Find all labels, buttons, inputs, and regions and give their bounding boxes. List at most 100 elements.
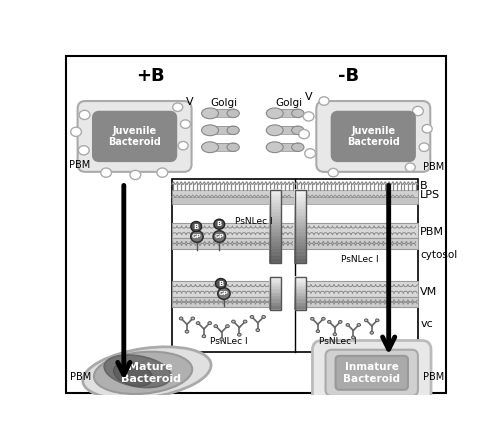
Text: PBM: PBM — [422, 162, 444, 172]
Ellipse shape — [292, 143, 304, 151]
Text: Golgi: Golgi — [275, 98, 302, 108]
Ellipse shape — [214, 219, 224, 229]
Ellipse shape — [316, 330, 320, 333]
Ellipse shape — [202, 108, 218, 119]
FancyBboxPatch shape — [295, 238, 418, 249]
Text: Mature
Bacteroid: Mature Bacteroid — [121, 362, 181, 384]
FancyBboxPatch shape — [306, 297, 418, 307]
Ellipse shape — [202, 125, 218, 136]
Text: V: V — [305, 92, 312, 102]
Ellipse shape — [266, 125, 283, 136]
Text: -B: -B — [338, 67, 359, 85]
Ellipse shape — [83, 347, 211, 399]
FancyBboxPatch shape — [172, 297, 270, 307]
FancyBboxPatch shape — [66, 56, 446, 393]
FancyBboxPatch shape — [306, 281, 418, 297]
Ellipse shape — [266, 142, 283, 153]
FancyBboxPatch shape — [281, 127, 299, 134]
Text: Golgi: Golgi — [210, 98, 238, 108]
FancyBboxPatch shape — [295, 190, 418, 197]
Ellipse shape — [370, 331, 374, 334]
FancyBboxPatch shape — [172, 197, 295, 204]
FancyBboxPatch shape — [295, 197, 418, 204]
Ellipse shape — [202, 335, 205, 338]
Ellipse shape — [114, 363, 152, 386]
Ellipse shape — [220, 338, 224, 341]
Ellipse shape — [180, 120, 190, 128]
Text: vc: vc — [420, 319, 433, 329]
Ellipse shape — [412, 107, 424, 115]
Text: B: B — [194, 223, 199, 230]
Ellipse shape — [104, 355, 171, 388]
Ellipse shape — [352, 336, 355, 339]
Text: VM: VM — [420, 287, 438, 297]
Ellipse shape — [196, 321, 200, 325]
Text: +B: +B — [136, 67, 164, 85]
FancyBboxPatch shape — [172, 238, 295, 249]
Ellipse shape — [422, 124, 432, 133]
Ellipse shape — [100, 168, 112, 177]
Text: GP: GP — [214, 234, 224, 239]
Ellipse shape — [322, 317, 325, 320]
Ellipse shape — [130, 170, 141, 179]
FancyBboxPatch shape — [316, 101, 430, 172]
FancyBboxPatch shape — [336, 356, 408, 390]
Ellipse shape — [202, 142, 218, 153]
Ellipse shape — [232, 320, 235, 323]
FancyBboxPatch shape — [172, 179, 418, 352]
Ellipse shape — [191, 317, 194, 320]
Ellipse shape — [214, 325, 218, 328]
Ellipse shape — [70, 127, 82, 136]
Ellipse shape — [376, 319, 379, 322]
Text: cytosol: cytosol — [420, 250, 458, 260]
FancyBboxPatch shape — [93, 112, 176, 161]
Ellipse shape — [94, 352, 192, 394]
Ellipse shape — [227, 109, 239, 118]
Ellipse shape — [328, 168, 338, 177]
Ellipse shape — [244, 320, 247, 323]
Ellipse shape — [226, 325, 230, 328]
FancyBboxPatch shape — [332, 112, 415, 161]
FancyBboxPatch shape — [281, 110, 299, 117]
Text: B: B — [218, 281, 224, 286]
Text: V: V — [186, 97, 193, 107]
FancyBboxPatch shape — [172, 223, 295, 238]
Ellipse shape — [227, 126, 239, 135]
Text: PsNLec I: PsNLec I — [319, 337, 356, 346]
Text: PsNLec I: PsNLec I — [234, 217, 273, 226]
FancyBboxPatch shape — [326, 350, 418, 396]
Ellipse shape — [364, 319, 368, 322]
FancyBboxPatch shape — [172, 281, 270, 297]
Ellipse shape — [213, 231, 226, 242]
Ellipse shape — [338, 321, 342, 323]
Text: PsNLec I: PsNLec I — [342, 255, 379, 264]
Ellipse shape — [256, 329, 260, 332]
FancyBboxPatch shape — [281, 143, 299, 151]
Ellipse shape — [157, 168, 168, 177]
FancyBboxPatch shape — [78, 101, 192, 172]
FancyBboxPatch shape — [172, 190, 295, 197]
Ellipse shape — [178, 142, 188, 150]
Text: GP: GP — [219, 291, 229, 296]
Ellipse shape — [419, 143, 429, 151]
Text: PBM: PBM — [68, 160, 90, 170]
Ellipse shape — [216, 278, 226, 289]
Ellipse shape — [303, 112, 314, 121]
Ellipse shape — [78, 146, 89, 155]
FancyBboxPatch shape — [216, 110, 234, 117]
Ellipse shape — [191, 222, 202, 231]
Ellipse shape — [298, 130, 310, 139]
Ellipse shape — [266, 108, 283, 119]
Text: PBM: PBM — [70, 372, 92, 382]
Ellipse shape — [292, 109, 304, 118]
Ellipse shape — [262, 316, 266, 318]
Ellipse shape — [227, 143, 239, 151]
Ellipse shape — [180, 317, 183, 320]
FancyBboxPatch shape — [295, 223, 418, 238]
Ellipse shape — [185, 330, 189, 333]
Ellipse shape — [238, 333, 241, 336]
Ellipse shape — [208, 321, 212, 325]
Text: Juvenile
Bacteroid: Juvenile Bacteroid — [347, 126, 400, 147]
Text: B: B — [216, 221, 222, 227]
Ellipse shape — [250, 316, 254, 318]
